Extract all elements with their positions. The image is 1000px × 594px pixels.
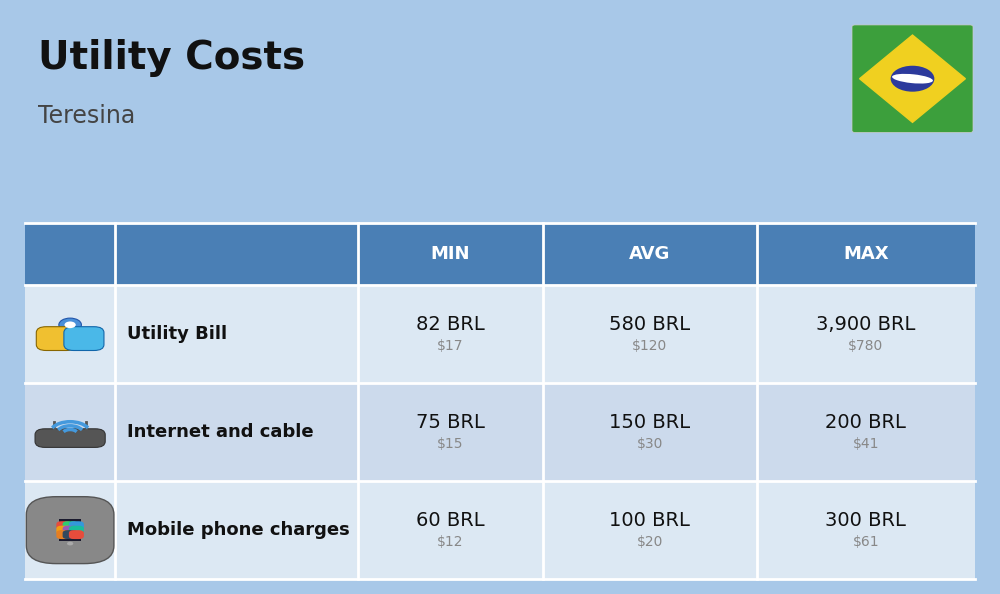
Text: $61: $61	[852, 535, 879, 549]
FancyBboxPatch shape	[64, 327, 104, 350]
Text: Internet and cable: Internet and cable	[127, 423, 313, 441]
Text: $17: $17	[437, 339, 463, 353]
Polygon shape	[860, 35, 965, 122]
Text: 82 BRL: 82 BRL	[416, 315, 484, 334]
Text: MIN: MIN	[430, 245, 470, 263]
FancyBboxPatch shape	[25, 383, 975, 481]
Text: $780: $780	[848, 339, 883, 353]
Text: 300 BRL: 300 BRL	[825, 511, 906, 530]
FancyBboxPatch shape	[69, 526, 84, 535]
FancyBboxPatch shape	[25, 285, 975, 383]
FancyBboxPatch shape	[852, 25, 973, 132]
FancyBboxPatch shape	[36, 327, 76, 350]
Text: Utility Costs: Utility Costs	[38, 39, 305, 77]
Text: $30: $30	[636, 437, 663, 451]
Circle shape	[64, 321, 76, 328]
FancyBboxPatch shape	[63, 526, 78, 535]
FancyBboxPatch shape	[69, 521, 84, 530]
Text: 3,900 BRL: 3,900 BRL	[816, 315, 915, 334]
FancyBboxPatch shape	[69, 530, 84, 539]
FancyBboxPatch shape	[63, 521, 78, 530]
FancyBboxPatch shape	[59, 519, 81, 541]
Circle shape	[67, 542, 73, 545]
FancyBboxPatch shape	[56, 530, 71, 539]
Text: $15: $15	[437, 437, 463, 451]
Ellipse shape	[892, 74, 933, 84]
Circle shape	[59, 318, 81, 331]
FancyBboxPatch shape	[26, 497, 114, 564]
Text: 100 BRL: 100 BRL	[609, 511, 690, 530]
FancyBboxPatch shape	[63, 530, 78, 539]
Text: AVG: AVG	[629, 245, 670, 263]
Text: 75 BRL: 75 BRL	[416, 413, 485, 432]
FancyBboxPatch shape	[25, 481, 975, 579]
Text: 60 BRL: 60 BRL	[416, 511, 484, 530]
Text: $120: $120	[632, 339, 667, 353]
Text: Mobile phone charges: Mobile phone charges	[127, 521, 349, 539]
Text: Teresina: Teresina	[38, 104, 135, 128]
Text: 200 BRL: 200 BRL	[825, 413, 906, 432]
FancyBboxPatch shape	[56, 521, 71, 530]
Text: $20: $20	[636, 535, 663, 549]
Text: $41: $41	[852, 437, 879, 451]
FancyBboxPatch shape	[25, 223, 975, 285]
Text: $12: $12	[437, 535, 463, 549]
Text: Utility Bill: Utility Bill	[127, 325, 227, 343]
Circle shape	[891, 66, 934, 91]
Text: MAX: MAX	[843, 245, 889, 263]
Text: 150 BRL: 150 BRL	[609, 413, 690, 432]
FancyBboxPatch shape	[56, 526, 71, 535]
FancyBboxPatch shape	[35, 429, 105, 447]
Text: 580 BRL: 580 BRL	[609, 315, 690, 334]
